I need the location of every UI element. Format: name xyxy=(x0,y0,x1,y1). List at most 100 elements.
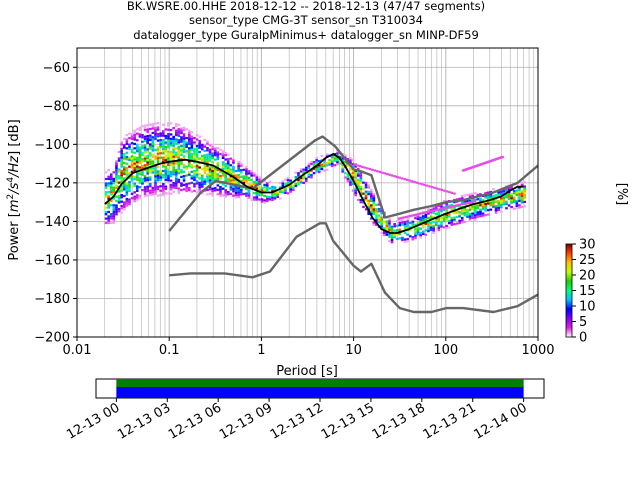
density-cell xyxy=(115,175,118,178)
density-cell xyxy=(458,203,461,206)
density-cell xyxy=(226,162,230,165)
density-cell xyxy=(510,197,513,200)
density-cell xyxy=(224,180,227,183)
density-cell xyxy=(421,215,425,218)
density-cell xyxy=(128,198,131,201)
density-cell xyxy=(232,187,235,191)
density-cell xyxy=(372,212,376,216)
density-cell xyxy=(224,167,227,170)
density-cell xyxy=(229,192,233,195)
density-cell xyxy=(224,165,227,168)
density-cell xyxy=(141,151,144,154)
density-cell xyxy=(395,224,399,227)
density-cell xyxy=(167,172,170,175)
density-cell xyxy=(151,186,155,189)
density-cell xyxy=(216,153,220,156)
density-cell xyxy=(435,187,439,190)
density-cell xyxy=(447,219,451,223)
density-cell xyxy=(427,227,430,231)
density-cell xyxy=(429,208,433,212)
density-cell xyxy=(263,194,266,198)
density-cell xyxy=(141,153,144,157)
density-cell xyxy=(221,174,225,177)
density-cell xyxy=(182,137,186,140)
density-cell xyxy=(161,185,165,188)
density-cell xyxy=(154,166,157,169)
density-cell xyxy=(156,154,160,158)
density-cell xyxy=(167,155,170,158)
density-cell xyxy=(148,178,152,181)
density-cell xyxy=(156,132,160,136)
y-tick-label: −100 xyxy=(34,138,70,153)
density-cell xyxy=(343,163,347,166)
series-line-nhnm xyxy=(168,135,538,232)
density-cell xyxy=(143,150,147,154)
density-cell xyxy=(453,207,456,210)
density-cell xyxy=(172,186,175,189)
density-cell xyxy=(195,151,199,154)
density-cell xyxy=(167,174,170,178)
density-cell xyxy=(224,158,227,161)
density-cell xyxy=(367,186,370,189)
density-cell xyxy=(383,172,387,175)
density-cell xyxy=(169,128,173,132)
density-cell xyxy=(185,165,188,168)
density-cell xyxy=(460,208,464,211)
density-cell xyxy=(463,207,467,210)
density-cell xyxy=(333,155,337,158)
density-cell xyxy=(473,207,477,210)
density-cell xyxy=(518,188,521,192)
density-cell xyxy=(138,197,142,200)
density-cell xyxy=(411,236,415,239)
density-cell xyxy=(226,164,230,167)
density-cell xyxy=(213,167,217,170)
density-cell xyxy=(518,193,521,196)
density-cell xyxy=(427,225,430,228)
density-cell xyxy=(245,166,248,169)
density-cell xyxy=(172,144,175,147)
density-cell xyxy=(107,191,110,194)
density-cell xyxy=(133,178,136,181)
y-axis-label-exp4: 4 xyxy=(6,177,16,183)
density-cell xyxy=(174,186,178,189)
density-cell xyxy=(297,180,300,184)
density-cell xyxy=(141,145,144,148)
density-cell xyxy=(273,188,277,191)
title-line-3: datalogger_type GuralpMinimus+ datalogge… xyxy=(133,28,479,42)
density-cell xyxy=(278,186,282,189)
timeline-tick-label: 12-13 18 xyxy=(370,400,428,442)
density-cell xyxy=(302,170,305,173)
density-cell xyxy=(242,175,246,178)
density-cell xyxy=(112,212,116,216)
density-cell xyxy=(138,172,142,176)
density-cell xyxy=(174,133,178,137)
density-cell xyxy=(401,236,404,239)
density-cell xyxy=(234,194,238,197)
density-cell xyxy=(213,178,217,181)
density-cell xyxy=(437,226,441,230)
density-cell xyxy=(221,163,225,166)
density-cell xyxy=(141,178,144,181)
density-cell xyxy=(523,194,526,197)
density-cell xyxy=(130,148,134,151)
density-cell xyxy=(377,210,381,213)
density-cell xyxy=(198,157,201,160)
density-cell xyxy=(414,232,417,235)
density-cell xyxy=(471,208,474,211)
density-cell xyxy=(458,215,461,218)
density-cell xyxy=(117,199,121,202)
density-cell xyxy=(405,178,409,181)
density-cell xyxy=(185,174,188,177)
density-cell xyxy=(486,191,490,194)
density-cell xyxy=(276,193,279,196)
density-cell xyxy=(148,169,152,172)
density-cell xyxy=(385,222,389,225)
density-cell xyxy=(363,166,367,169)
density-cell xyxy=(177,152,181,155)
density-cell xyxy=(333,164,337,167)
density-cell xyxy=(443,189,446,192)
density-cell xyxy=(465,201,469,205)
density-cell xyxy=(200,192,204,195)
density-cell xyxy=(130,161,134,165)
density-cell xyxy=(151,127,155,130)
